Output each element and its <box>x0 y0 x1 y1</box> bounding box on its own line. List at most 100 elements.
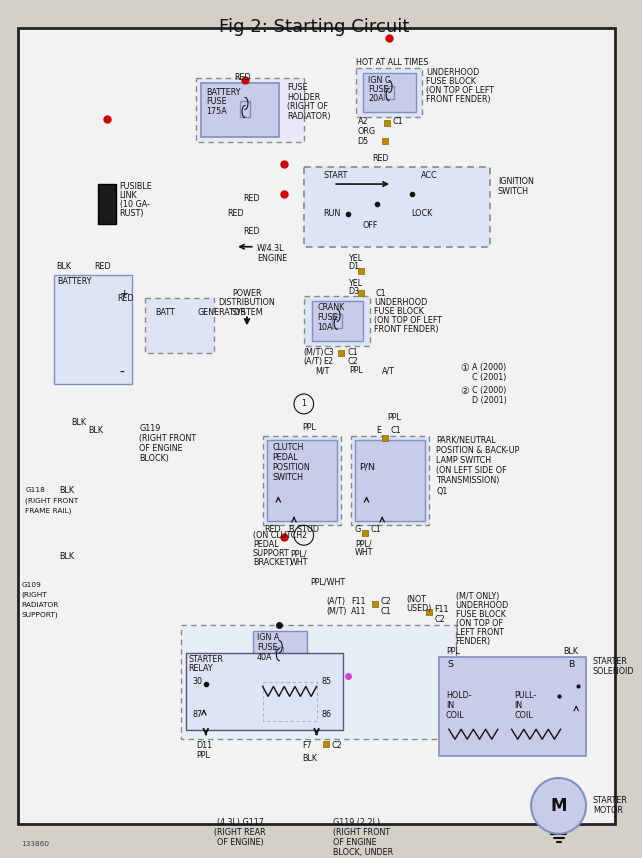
Text: C2: C2 <box>331 741 342 750</box>
Text: IN: IN <box>514 701 523 710</box>
Text: FUSIBLE: FUSIBLE <box>119 182 152 191</box>
Bar <box>263 436 341 525</box>
Text: 85: 85 <box>322 676 331 686</box>
Bar <box>201 82 279 137</box>
Text: FRONT FENDER): FRONT FENDER) <box>426 94 491 104</box>
Bar <box>332 314 342 329</box>
Text: BLOCK, UNDER: BLOCK, UNDER <box>333 848 394 856</box>
Text: FENDER): FENDER) <box>456 637 491 646</box>
Text: BATT: BATT <box>155 308 175 317</box>
Text: STARTER: STARTER <box>593 796 628 805</box>
Text: C1: C1 <box>392 118 403 126</box>
Bar <box>355 440 426 522</box>
Text: PPL: PPL <box>302 423 316 432</box>
Text: A (2000): A (2000) <box>473 363 507 372</box>
Text: (RIGHT FRONT: (RIGHT FRONT <box>26 498 79 504</box>
Text: HOT AT ALL TIMES: HOT AT ALL TIMES <box>356 57 428 67</box>
Text: POSITION & BACK-UP: POSITION & BACK-UP <box>436 445 519 455</box>
Text: (RIGHT REAR: (RIGHT REAR <box>214 828 266 837</box>
Text: PARK/NEUTRAL: PARK/NEUTRAL <box>436 436 496 444</box>
Text: (M/T): (M/T) <box>326 607 347 616</box>
Text: SUPPORT): SUPPORT) <box>22 612 58 619</box>
Text: PEDAL: PEDAL <box>253 541 279 549</box>
Text: E2: E2 <box>324 357 334 366</box>
Text: USED): USED) <box>407 604 432 613</box>
Text: A/T: A/T <box>382 366 395 375</box>
Text: ②: ② <box>460 386 469 396</box>
Text: (ON TOP OF LEFT: (ON TOP OF LEFT <box>374 317 442 325</box>
Text: LEFT FRONT: LEFT FRONT <box>456 628 504 637</box>
Text: OF ENGINE: OF ENGINE <box>139 444 183 453</box>
Text: BATTERY: BATTERY <box>57 276 91 286</box>
Text: +: + <box>119 288 129 299</box>
Bar <box>186 653 343 730</box>
Bar <box>253 631 307 675</box>
Bar <box>240 101 250 118</box>
Text: YEL: YEL <box>348 279 362 287</box>
Text: (ON TOP OF: (ON TOP OF <box>456 619 503 628</box>
Text: SWITCH: SWITCH <box>498 187 529 196</box>
Text: A11: A11 <box>351 607 367 616</box>
Text: BLK: BLK <box>564 647 578 656</box>
Text: 2: 2 <box>301 531 306 540</box>
Text: PPL: PPL <box>387 413 401 422</box>
Text: M: M <box>550 797 567 815</box>
Text: (ON LEFT SIDE OF: (ON LEFT SIDE OF <box>436 466 507 474</box>
Text: IN: IN <box>446 701 454 710</box>
Bar <box>275 647 283 659</box>
Text: RUN: RUN <box>324 209 341 218</box>
Text: FUSE: FUSE <box>257 643 277 652</box>
Bar <box>98 184 116 224</box>
Text: Q1: Q1 <box>436 487 447 497</box>
Text: UNDERHOOD: UNDERHOOD <box>426 68 480 76</box>
Text: C (2000): C (2000) <box>473 386 507 395</box>
Text: ORG: ORG <box>358 127 376 136</box>
Text: DISTRIBUTION: DISTRIBUTION <box>218 299 275 307</box>
Text: COIL: COIL <box>446 711 465 721</box>
Text: POSITION: POSITION <box>272 462 310 472</box>
Bar <box>54 275 132 384</box>
Text: RED: RED <box>243 227 260 236</box>
Text: C1: C1 <box>390 426 401 435</box>
Text: (4.3L) G117: (4.3L) G117 <box>216 818 264 827</box>
Bar <box>145 299 214 353</box>
Text: WHT: WHT <box>290 559 309 567</box>
Bar <box>304 167 490 247</box>
Text: RADIATOR: RADIATOR <box>22 602 59 608</box>
Text: (M/T ONLY): (M/T ONLY) <box>456 592 499 601</box>
Text: YEL: YEL <box>348 254 362 263</box>
Text: 87: 87 <box>192 710 202 719</box>
Text: COIL: COIL <box>514 711 533 721</box>
Text: PPL: PPL <box>196 751 210 760</box>
Text: POWER: POWER <box>232 288 262 298</box>
Text: BLK: BLK <box>71 418 86 427</box>
Text: LINK: LINK <box>119 191 137 200</box>
Text: RED: RED <box>227 209 244 218</box>
Bar <box>384 86 394 100</box>
Text: STARTER: STARTER <box>593 656 628 666</box>
Text: G118: G118 <box>26 487 46 493</box>
Text: M/T: M/T <box>316 366 330 375</box>
Text: PPL/: PPL/ <box>355 539 371 548</box>
Bar <box>304 297 370 347</box>
Text: BLK: BLK <box>56 262 71 270</box>
Text: 40A: 40A <box>257 653 272 662</box>
Text: PULL-: PULL- <box>514 692 537 700</box>
Bar <box>311 301 363 341</box>
Text: PEDAL: PEDAL <box>272 453 298 462</box>
Text: BRACKET): BRACKET) <box>253 559 293 567</box>
Text: D5: D5 <box>358 137 369 147</box>
Text: G: G <box>355 525 361 535</box>
Text: D (2001): D (2001) <box>473 396 507 405</box>
Text: STARTER: STARTER <box>188 655 223 663</box>
Bar <box>351 436 429 525</box>
Text: BLK: BLK <box>302 754 317 763</box>
Text: RELAY: RELAY <box>188 663 213 673</box>
Bar <box>196 77 304 142</box>
Text: W/4.3L: W/4.3L <box>257 244 284 253</box>
Text: ENGINE: ENGINE <box>257 254 287 263</box>
Text: (M/T): (M/T) <box>304 348 324 357</box>
Text: RED: RED <box>243 194 260 203</box>
Text: G119 (2.2L): G119 (2.2L) <box>333 818 380 827</box>
Text: OF ENGINE: OF ENGINE <box>333 837 377 847</box>
